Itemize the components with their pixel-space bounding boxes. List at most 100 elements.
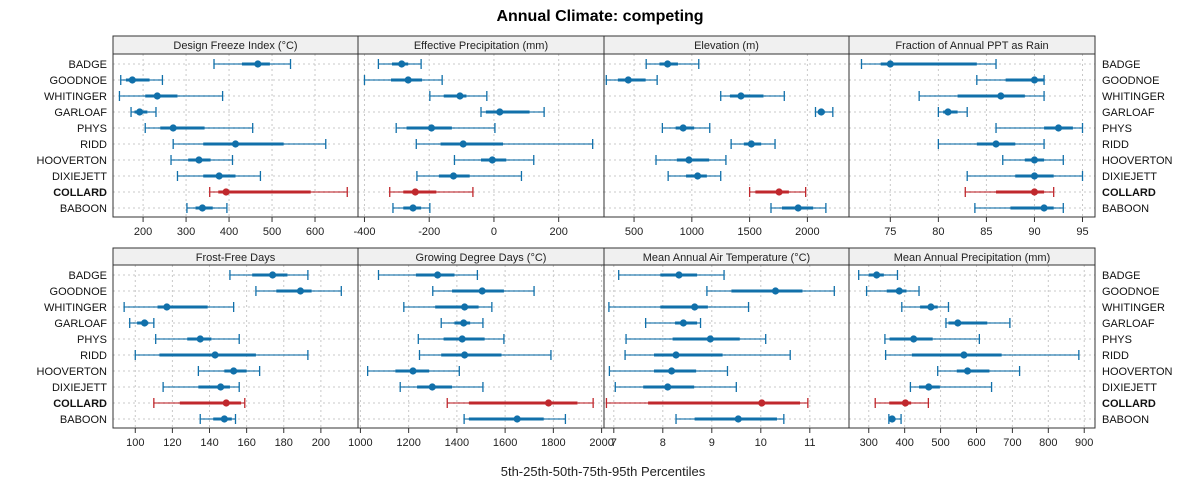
row-label-whitinger: WHITINGER bbox=[1102, 302, 1165, 314]
interval-ridd bbox=[418, 350, 552, 360]
interval-whitinger bbox=[918, 91, 1045, 101]
x-axis-label: 5th-25th-50th-75th-95th Percentiles bbox=[501, 464, 706, 479]
median-point bbox=[747, 140, 755, 148]
panel-frame bbox=[603, 53, 850, 218]
interval-hooverton bbox=[197, 366, 261, 376]
median-point bbox=[269, 271, 277, 279]
row-label-phys: PHYS bbox=[77, 123, 107, 135]
row-label-goodnoe: GOODNOE bbox=[1102, 75, 1159, 87]
median-point bbox=[169, 124, 177, 132]
median-point bbox=[817, 108, 825, 116]
interval-ridd bbox=[884, 350, 1080, 360]
interval-baboon bbox=[392, 203, 431, 213]
x-tick-label: 95 bbox=[1076, 226, 1088, 238]
interval-phys bbox=[625, 334, 767, 344]
panel-4: Fraction of Annual PPT as Rain 75 80 85 90 95 bbox=[848, 35, 1096, 238]
x-tick-label: 1800 bbox=[541, 437, 565, 449]
median-point bbox=[460, 319, 468, 327]
row-label-dixiejett: DIXIEJETT bbox=[52, 171, 107, 183]
interval-ridd bbox=[415, 139, 594, 149]
interval-badge bbox=[377, 59, 422, 69]
median-point bbox=[544, 399, 553, 407]
median-point bbox=[254, 60, 262, 68]
panel-title: Elevation (m) bbox=[694, 40, 759, 52]
row-label-phys: PHYS bbox=[1102, 334, 1132, 346]
row-labels-left: BADGE GOODNOE WHITINGER GARLOAF PHYS RIDD HOOV… bbox=[37, 59, 108, 426]
row-label-ridd: RIDD bbox=[1102, 350, 1129, 362]
interval-dixiejett bbox=[667, 171, 722, 181]
median-point bbox=[513, 415, 521, 423]
x-tick-label: 500 bbox=[931, 437, 949, 449]
median-point bbox=[997, 92, 1005, 100]
interval-phys bbox=[661, 123, 711, 133]
median-point bbox=[488, 156, 496, 164]
x-tick-label: 400 bbox=[895, 437, 913, 449]
median-point bbox=[458, 335, 466, 343]
interval-baboon bbox=[770, 203, 827, 213]
row-label-garloaf: GARLOAF bbox=[54, 318, 107, 330]
median-point bbox=[428, 383, 436, 391]
panel-8: Mean Annual Precipitation (mm) 300 400 500 6… bbox=[848, 247, 1096, 449]
x-tick-label: 75 bbox=[884, 226, 896, 238]
panel-6: Growing Degree Days (°C) 1000 1200 1400 1600… bbox=[348, 247, 614, 449]
interval-hooverton bbox=[170, 155, 234, 165]
median-point bbox=[231, 140, 240, 148]
interval-goodnoe bbox=[605, 75, 658, 85]
x-tick-label: 600 bbox=[306, 226, 324, 238]
median-point bbox=[296, 287, 305, 295]
median-point bbox=[685, 156, 693, 164]
panel-1: Design Freeze Index (°C) 200 300 400 500 600 bbox=[112, 35, 359, 238]
median-point bbox=[222, 399, 230, 407]
interval-garloaf bbox=[645, 318, 702, 328]
x-tick-label: 200 bbox=[134, 226, 152, 238]
interval-phys bbox=[884, 334, 981, 344]
median-point bbox=[694, 172, 702, 180]
median-point bbox=[140, 319, 149, 327]
interval-dixiejett bbox=[614, 382, 737, 392]
row-label-collard: COLLARD bbox=[1102, 398, 1156, 410]
interval-badge bbox=[377, 270, 479, 280]
interval-goodnoe bbox=[120, 75, 164, 85]
median-point bbox=[433, 271, 442, 279]
interval-collard bbox=[209, 187, 348, 197]
row-label-hooverton: HOOVERTON bbox=[37, 155, 108, 167]
interval-ridd bbox=[172, 139, 327, 149]
x-tick-label: 800 bbox=[1039, 437, 1057, 449]
median-point bbox=[230, 367, 238, 375]
median-point bbox=[963, 367, 972, 375]
median-point bbox=[163, 303, 171, 311]
row-label-dixiejett: DIXIEJETT bbox=[1102, 382, 1157, 394]
interval-dixiejett bbox=[399, 382, 484, 392]
row-label-badge: BADGE bbox=[68, 59, 107, 71]
row-label-whitinger: WHITINGER bbox=[44, 302, 107, 314]
x-tick-label: 10 bbox=[755, 437, 767, 449]
median-point bbox=[771, 287, 780, 295]
row-label-baboon: BABOON bbox=[60, 203, 107, 215]
median-point bbox=[927, 303, 935, 311]
x-tick-label: 180 bbox=[275, 437, 293, 449]
median-point bbox=[672, 351, 680, 359]
x-tick-label: 700 bbox=[1003, 437, 1021, 449]
panel-5: Frost-Free Days 100 120 140 160 180 200 bbox=[112, 247, 359, 449]
median-point bbox=[215, 172, 223, 180]
row-label-garloaf: GARLOAF bbox=[1102, 318, 1155, 330]
median-point bbox=[1040, 204, 1048, 212]
interval-garloaf bbox=[937, 107, 968, 117]
median-point bbox=[679, 319, 687, 327]
median-point bbox=[734, 415, 742, 423]
median-point bbox=[960, 351, 968, 359]
median-point bbox=[196, 335, 204, 343]
row-label-badge: BADGE bbox=[1102, 270, 1141, 282]
median-point bbox=[691, 303, 699, 311]
row-label-dixiejett: DIXIEJETT bbox=[52, 382, 107, 394]
interval-garloaf bbox=[130, 107, 157, 117]
panel-title: Frost-Free Days bbox=[196, 252, 276, 264]
median-point bbox=[992, 140, 1000, 148]
median-point bbox=[398, 60, 406, 68]
panel-title: Effective Precipitation (mm) bbox=[414, 40, 548, 52]
x-tick-label: 400 bbox=[220, 226, 238, 238]
median-point bbox=[888, 415, 896, 423]
row-label-garloaf: GARLOAF bbox=[1102, 107, 1155, 119]
x-tick-label: 160 bbox=[237, 437, 255, 449]
row-label-goodnoe: GOODNOE bbox=[1102, 286, 1159, 298]
